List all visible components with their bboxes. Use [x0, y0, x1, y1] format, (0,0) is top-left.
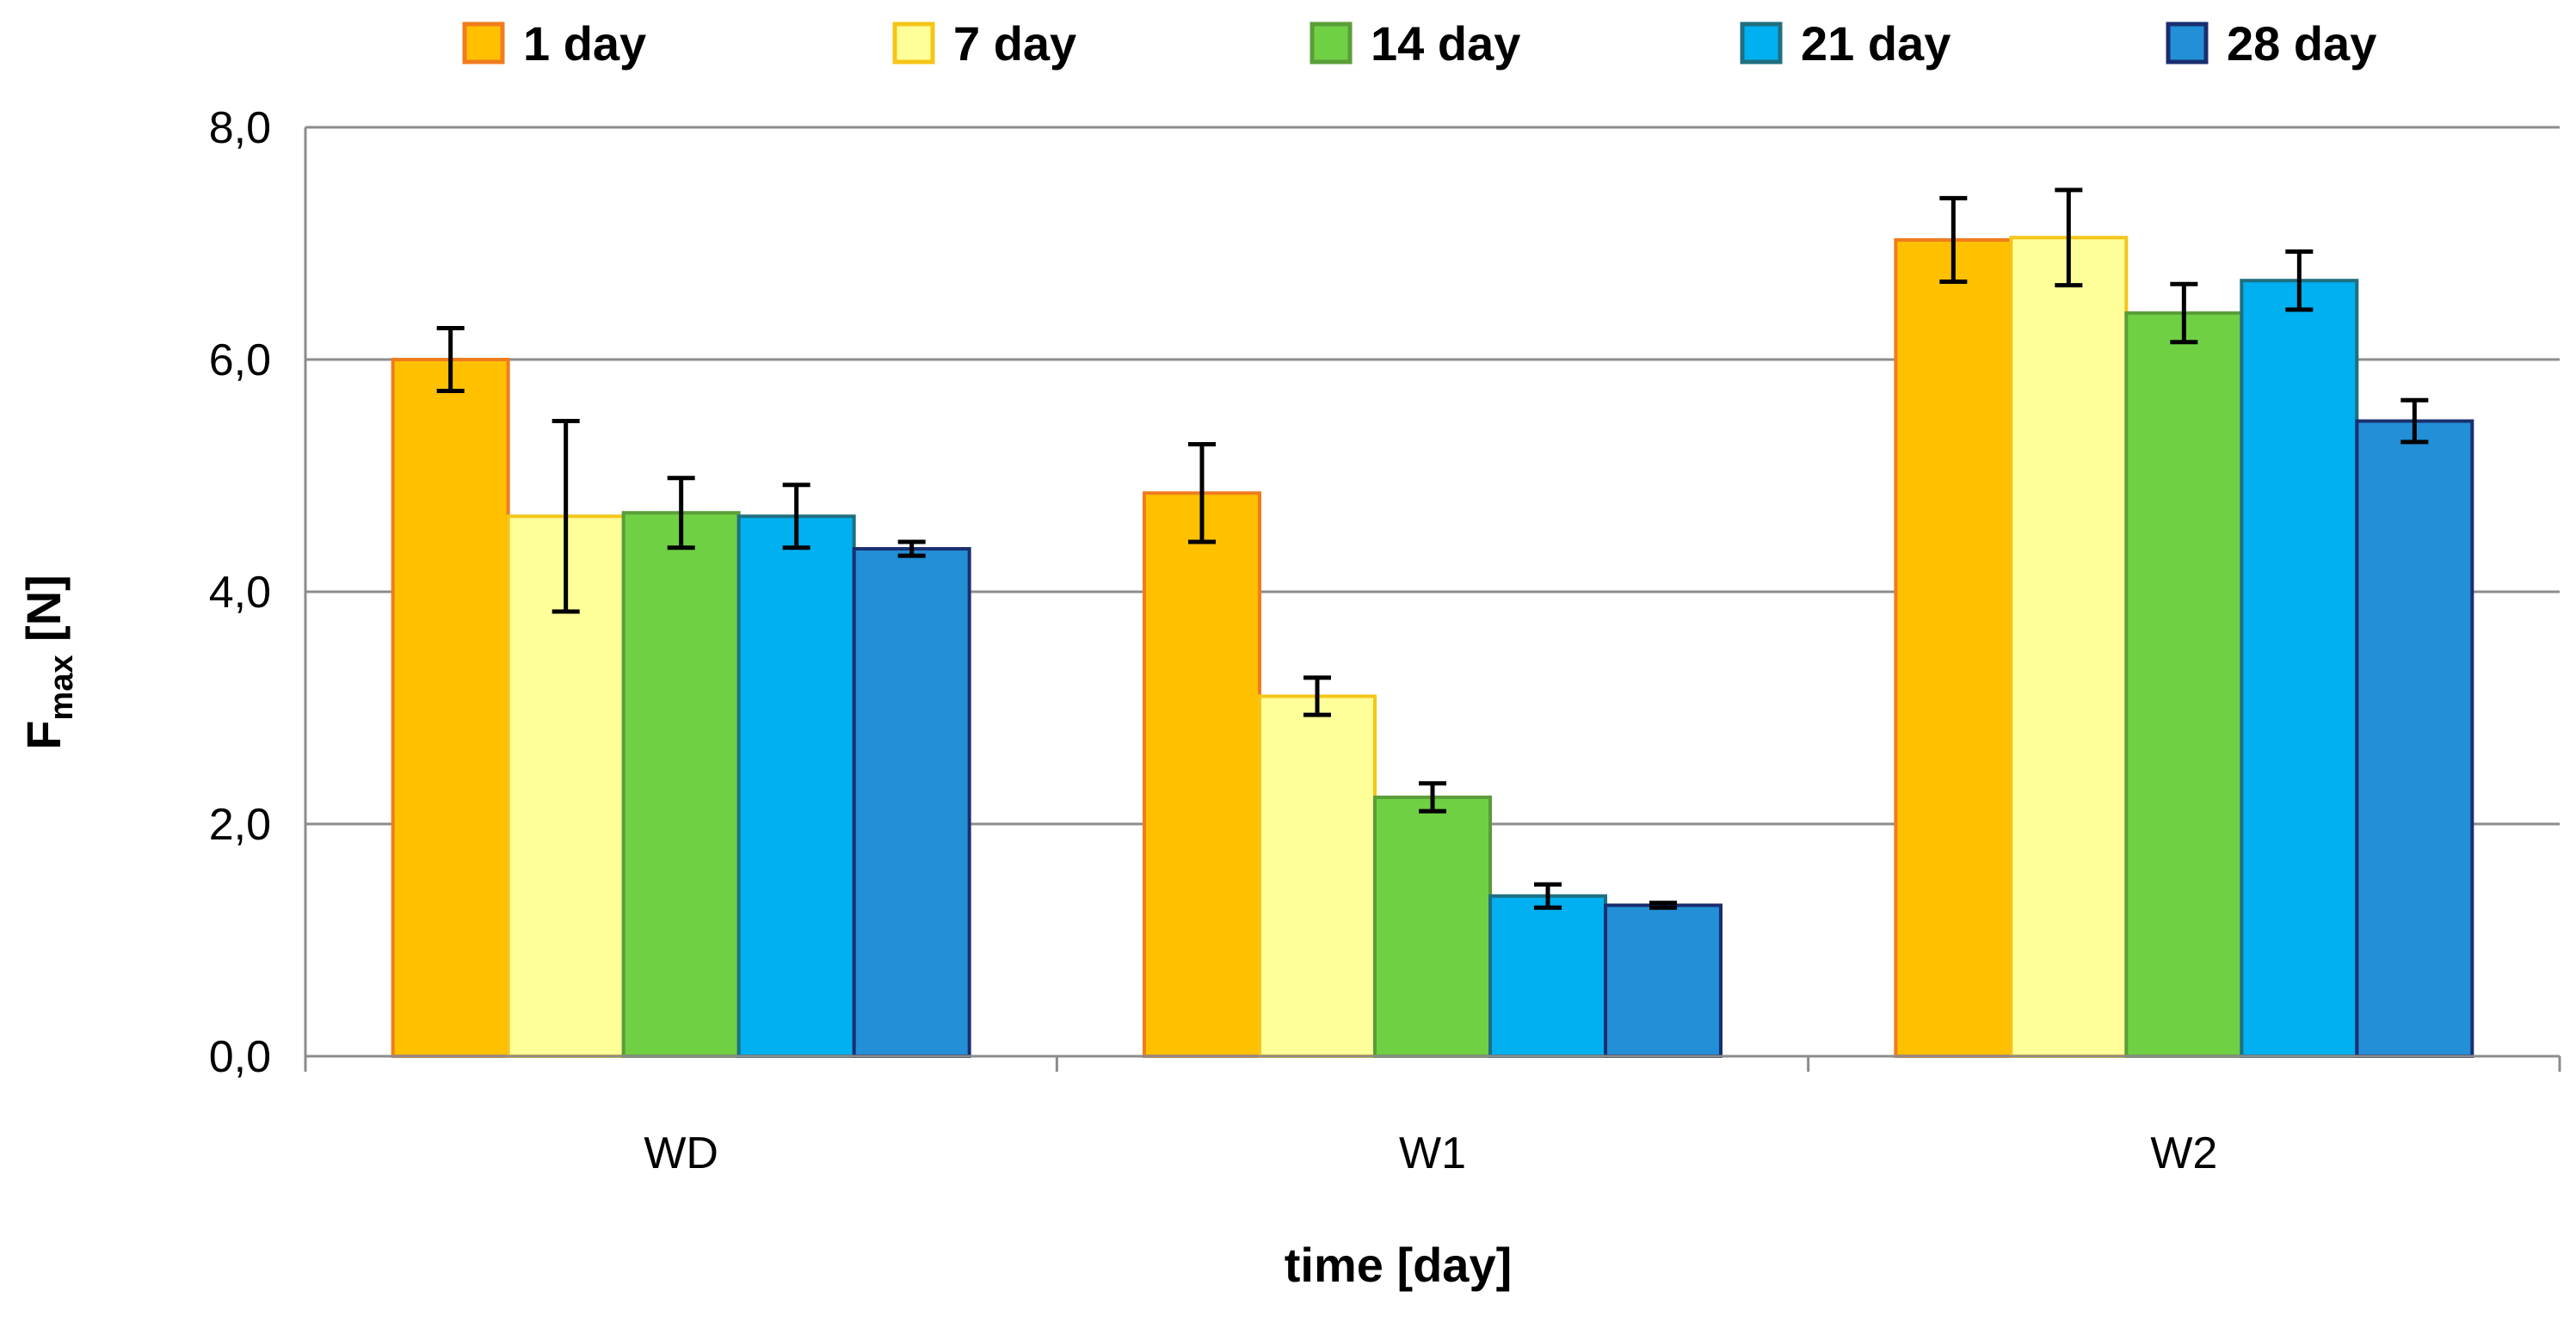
- axes: [304, 127, 2561, 1072]
- legend-swatch: [462, 22, 505, 65]
- y-axis-title: Fmax [N]: [16, 575, 80, 750]
- legend-swatch: [892, 22, 935, 65]
- y-axis-title-unit: [N]: [16, 575, 71, 655]
- error-bar: [2285, 249, 2314, 312]
- y-axis-title-main: F: [16, 721, 71, 750]
- x-axis-title: time [day]: [1285, 1238, 1513, 1292]
- bar: [2009, 236, 2129, 1058]
- bar: [2124, 311, 2244, 1058]
- error-bar: [1303, 675, 1331, 717]
- error-bar: [2170, 281, 2198, 345]
- legend-swatch: [1310, 22, 1353, 65]
- bar: [2355, 419, 2474, 1058]
- legend-label: 1 day: [523, 16, 646, 71]
- error-bar: [2055, 188, 2083, 288]
- error-bar: [1649, 901, 1677, 910]
- bar: [736, 514, 856, 1058]
- legend-item: 28 day: [2166, 16, 2376, 71]
- y-tick-label: 4,0: [209, 568, 271, 618]
- bar: [1894, 237, 2013, 1058]
- legend-label: 21 day: [1801, 16, 1950, 71]
- bars: [391, 188, 2474, 1058]
- legend-label: 14 day: [1371, 16, 1520, 71]
- tick-labels: 0,0 2,0 4,0 6,0 8,0 WD W1 W2: [209, 103, 2218, 1178]
- bar: [1143, 491, 1261, 1058]
- error-bar: [2400, 397, 2429, 445]
- bar: [1604, 903, 1722, 1058]
- legend-label: 28 day: [2227, 16, 2376, 71]
- bar: [2240, 279, 2359, 1058]
- error-bar: [897, 539, 926, 558]
- x-category-label: W2: [2150, 1128, 2217, 1178]
- error-bar: [1939, 195, 1968, 285]
- bar: [621, 511, 741, 1058]
- error-bar: [436, 326, 465, 393]
- legend-item: 1 day: [462, 16, 646, 71]
- y-tick-label: 2,0: [209, 800, 271, 850]
- bar: [1488, 894, 1607, 1058]
- legend-swatch: [1740, 22, 1783, 65]
- y-tick-label: 0,0: [209, 1032, 271, 1082]
- error-bar: [1534, 882, 1562, 910]
- y-tick-label: 8,0: [209, 103, 271, 153]
- y-tick-label: 6,0: [209, 335, 271, 385]
- legend-label: 7 day: [953, 16, 1076, 71]
- bar: [1258, 694, 1377, 1058]
- legend: 1 day 7 day 14 day 21 day 28 day: [462, 16, 2376, 71]
- error-bar: [1419, 781, 1446, 814]
- bar: [852, 547, 971, 1058]
- y-axis-title-sub: max: [44, 655, 80, 721]
- legend-item: 21 day: [1740, 16, 1950, 71]
- bar: [1373, 795, 1492, 1058]
- error-bar: [667, 476, 695, 550]
- bar: [391, 358, 510, 1058]
- x-category-label: WD: [644, 1128, 718, 1178]
- x-category-label: W1: [1399, 1128, 1466, 1178]
- error-bar: [782, 483, 810, 550]
- legend-item: 7 day: [892, 16, 1076, 71]
- error-bar: [552, 419, 580, 614]
- legend-swatch: [2166, 22, 2209, 65]
- error-bar: [1188, 442, 1216, 544]
- legend-item: 14 day: [1310, 16, 1520, 71]
